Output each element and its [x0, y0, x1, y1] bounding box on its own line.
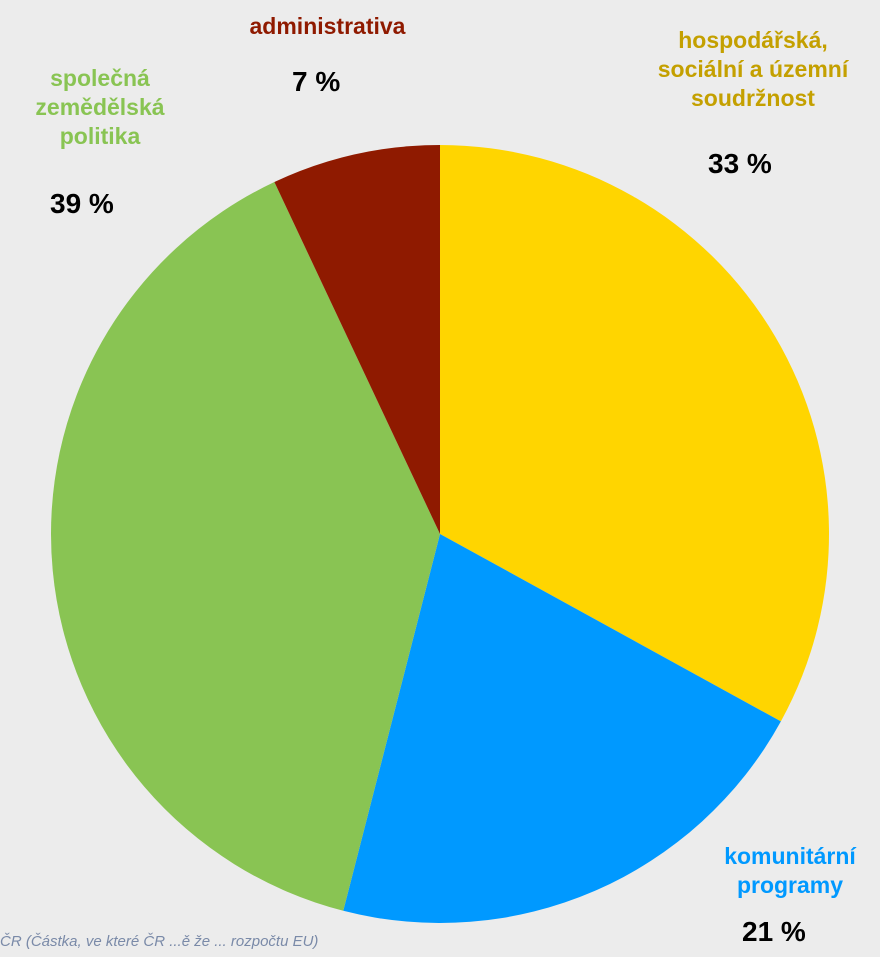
footnote: ČR (Částka, ve které ČR ...ě že ... rozp…	[0, 933, 319, 950]
slice-label-hospodarska: hospodářská, sociální a územní soudržnos…	[657, 27, 849, 111]
slice-value-hospodarska: 33 %	[708, 148, 772, 179]
slice-label-zemedelska: společná zemědělská politika	[35, 65, 165, 149]
slice-label-administrativa: administrativa	[249, 13, 406, 39]
pie-slice-3	[274, 145, 440, 534]
pie-slice-1	[343, 534, 781, 923]
slice-value-administrativa: 7 %	[292, 66, 341, 97]
slice-value-komunitarni: 21 %	[742, 916, 806, 947]
pie-slice-2	[50, 182, 440, 911]
slice-label-komunitarni: komunitární programy	[724, 843, 856, 898]
slice-value-zemedelska: 39 %	[50, 188, 114, 219]
pie-slice-0	[440, 145, 829, 722]
